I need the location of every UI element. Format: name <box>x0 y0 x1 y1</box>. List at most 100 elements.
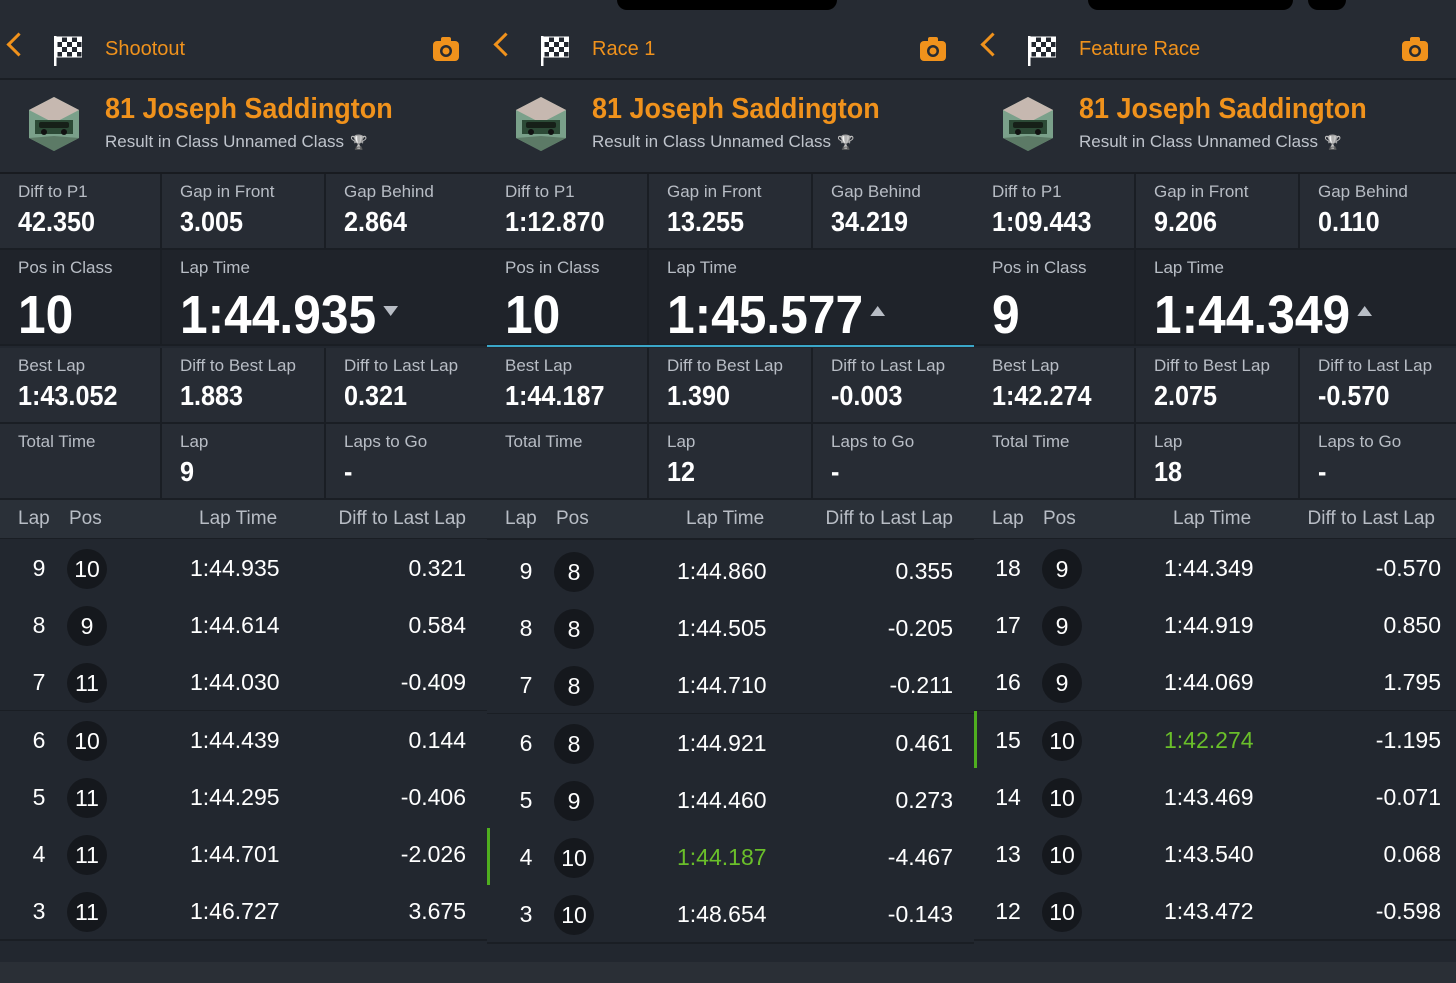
diff-last-lap-value: 0.273 <box>895 786 953 813</box>
class-result-line: Result in Class Unnamed Class 🏆 <box>105 132 367 152</box>
stat-value: 18 <box>1154 456 1182 488</box>
stat-value: 9.206 <box>1154 206 1217 238</box>
diff-last-lap-value: 3.675 <box>408 898 466 925</box>
stat-label: Diff to Best Lap <box>1154 356 1270 375</box>
stat-label: Best Lap <box>18 356 86 375</box>
stat-label: Lap Time <box>1154 258 1224 277</box>
lap-row[interactable]: 16 9 1:44.069 1.795 <box>974 653 1456 713</box>
lap-row[interactable]: 7 11 1:44.030 -0.409 <box>0 653 487 713</box>
stat-value: - <box>831 456 839 488</box>
session-panel: Race 1 81 Joseph Saddington Result in Clas… <box>487 0 974 962</box>
car-avatar <box>514 96 568 152</box>
lap-row[interactable]: 12 10 1:43.472 -0.598 <box>974 882 1456 942</box>
stat-label: Pos in Class <box>18 258 113 277</box>
diff-last-lap-value: -2.026 <box>400 841 466 867</box>
stat-label: Gap Behind <box>831 182 921 201</box>
lap-row[interactable]: 6 10 1:44.439 0.144 <box>0 710 487 770</box>
camera-icon[interactable] <box>1401 36 1429 62</box>
stat-diff-p1: Diff to P1 1:09.443 <box>974 174 1136 250</box>
stat-value: 34.219 <box>831 206 908 238</box>
lap-row[interactable]: 17 9 1:44.919 0.850 <box>974 596 1456 656</box>
stat-value-text: 3.005 <box>180 206 244 237</box>
position-badge: 8 <box>554 552 594 592</box>
column-header: Diff to Last Lap <box>338 508 466 529</box>
lap-number: 8 <box>32 612 46 639</box>
stat-value-text: 2.075 <box>1154 380 1218 411</box>
stat-gap-behind: Gap Behind 2.864 <box>326 174 487 250</box>
trophy-icon: 🏆 <box>1324 134 1342 150</box>
lap-row[interactable]: 13 10 1:43.540 0.068 <box>974 825 1456 884</box>
diff-last-lap-value: -0.071 <box>1375 783 1441 810</box>
stat-label: Diff to P1 <box>992 182 1062 201</box>
camera-icon[interactable] <box>919 36 947 62</box>
lap-number: 5 <box>519 786 533 813</box>
stat-value: 1:45.577 <box>667 284 886 346</box>
lap-row[interactable]: 3 10 1:48.654 -0.143 <box>487 885 974 945</box>
back-icon[interactable] <box>493 32 518 57</box>
lap-row[interactable]: 15 10 1:42.274 -1.195 <box>974 710 1456 770</box>
lap-row[interactable]: 3 11 1:46.727 3.675 <box>0 882 487 942</box>
stat-label: Pos in Class <box>505 258 600 277</box>
position-badge: 11 <box>67 777 107 818</box>
lap-number: 12 <box>995 898 1021 925</box>
stat-value-text: 2.864 <box>344 206 408 237</box>
position-badge: 8 <box>554 666 594 707</box>
stat-value: 13.255 <box>667 206 744 238</box>
best-lap-marker <box>487 828 490 885</box>
lap-number: 13 <box>995 841 1021 867</box>
lap-number: 9 <box>519 558 533 584</box>
position-badge: 9 <box>67 606 107 647</box>
diff-last-lap-value: -0.409 <box>400 669 466 696</box>
stat-label: Lap <box>1154 432 1183 451</box>
lap-time-value: 1:44.349 <box>1164 555 1254 581</box>
back-icon[interactable] <box>980 32 1005 57</box>
class-result-text: Result in Class Unnamed Class <box>592 132 832 151</box>
camera-icon[interactable] <box>432 36 460 62</box>
diff-last-lap-value: 0.584 <box>408 612 466 639</box>
lap-row[interactable]: 8 9 1:44.614 0.584 <box>0 596 487 656</box>
lap-time-value: 1:44.295 <box>190 783 280 810</box>
lap-row[interactable]: 5 11 1:44.295 -0.406 <box>0 767 487 827</box>
stat-lap-time: Lap Time 1:44.935 <box>162 250 487 346</box>
stat-value-text: 1:45.577 <box>667 285 864 345</box>
stat-value-text: 1:09.443 <box>992 206 1092 237</box>
position-badge: 10 <box>1042 892 1082 933</box>
stat-label: Gap in Front <box>667 182 762 201</box>
position-badge: 8 <box>554 609 594 650</box>
back-icon[interactable] <box>6 32 31 57</box>
session-panel: Feature Race 81 Joseph Saddington Result i… <box>974 0 1456 962</box>
stat-label: Diff to Best Lap <box>667 356 783 375</box>
lap-row[interactable]: 4 10 1:44.187 -4.467 <box>487 828 974 887</box>
stat-value: 1:09.443 <box>992 206 1091 238</box>
position-badge: 10 <box>1042 720 1082 761</box>
lap-number: 3 <box>519 901 533 928</box>
stat-diff-best: Diff to Best Lap 1.883 <box>162 348 326 424</box>
lap-row[interactable]: 9 10 1:44.935 0.321 <box>0 539 487 598</box>
stat-value-text: 1.883 <box>180 380 244 411</box>
stat-value-text: - <box>344 456 353 487</box>
lap-row[interactable]: 5 9 1:44.460 0.273 <box>487 770 974 830</box>
stat-value: -0.003 <box>831 380 902 412</box>
stat-value-text: -0.570 <box>1318 380 1390 411</box>
lap-row[interactable]: 18 9 1:44.349 -0.570 <box>974 539 1456 598</box>
lap-row[interactable]: 4 11 1:44.701 -2.026 <box>0 825 487 884</box>
lap-time-value: 1:44.460 <box>677 786 767 813</box>
lap-number: 5 <box>32 783 46 810</box>
driver-card: 81 Joseph Saddington Result in Class Unna… <box>487 80 974 174</box>
stat-value: 1:44.935 <box>180 284 399 346</box>
lap-row[interactable]: 6 8 1:44.921 0.461 <box>487 713 974 773</box>
lap-row[interactable]: 7 8 1:44.710 -0.211 <box>487 656 974 716</box>
stat-value-text: 18 <box>1154 456 1183 487</box>
lap-row[interactable]: 8 8 1:44.505 -0.205 <box>487 599 974 659</box>
stat-lap: Lap 12 <box>649 424 813 500</box>
lap-row[interactable]: 9 8 1:44.860 0.355 <box>487 542 974 601</box>
checkered-flag-icon <box>1026 34 1057 66</box>
column-header: Lap <box>992 508 1024 529</box>
stat-total-time: Total Time <box>974 424 1136 500</box>
stat-lap-time: Lap Time 1:44.349 <box>1136 250 1456 346</box>
stat-value-text: 1:44.187 <box>505 380 605 411</box>
session-panel: Shootout 81 Joseph Saddington Result in Cl… <box>0 0 487 962</box>
lap-row[interactable]: 14 10 1:43.469 -0.071 <box>974 767 1456 827</box>
diff-last-lap-value: -0.598 <box>1375 898 1441 925</box>
stat-value: 1:42.274 <box>992 380 1091 412</box>
